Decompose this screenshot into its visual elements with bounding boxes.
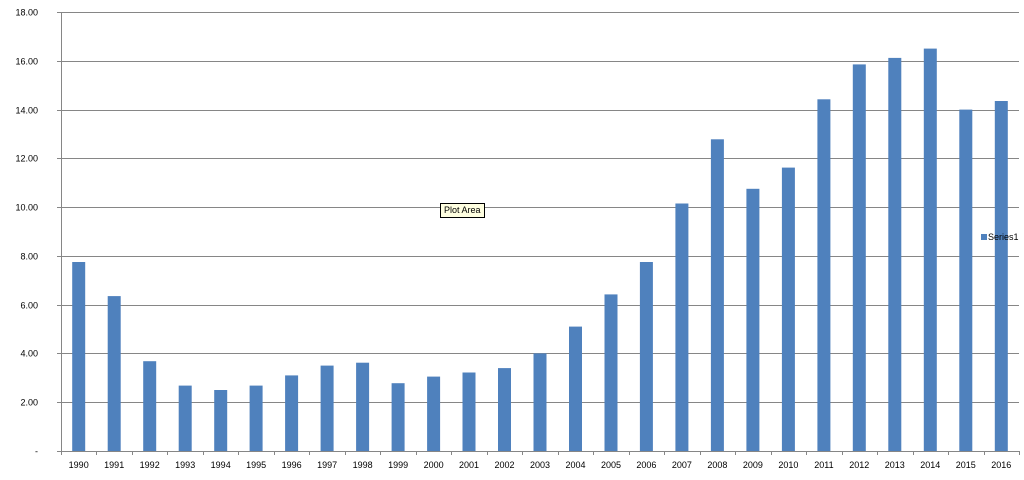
x-tick-label: 2000 bbox=[424, 460, 444, 470]
bar bbox=[143, 361, 157, 451]
bar bbox=[852, 64, 866, 452]
x-tick-label: 1990 bbox=[69, 460, 89, 470]
x-tick-label: 1998 bbox=[353, 460, 373, 470]
bar bbox=[959, 109, 973, 451]
x-tick-label: 2011 bbox=[814, 460, 833, 470]
bar bbox=[72, 262, 86, 451]
bar bbox=[994, 101, 1008, 451]
bar bbox=[746, 188, 760, 452]
bar bbox=[923, 48, 937, 451]
x-tick-label: 1992 bbox=[140, 460, 160, 470]
bar bbox=[427, 376, 441, 451]
bar bbox=[817, 99, 831, 452]
x-tick-label: 2015 bbox=[956, 460, 976, 470]
x-tick-label: 2001 bbox=[459, 460, 479, 470]
x-tick-label: 1991 bbox=[104, 460, 124, 470]
axes bbox=[57, 12, 1020, 455]
bar bbox=[498, 368, 511, 451]
x-tick-label: 2004 bbox=[565, 460, 585, 470]
x-tick-label: 2007 bbox=[672, 460, 692, 470]
x-tick-label: 2008 bbox=[707, 460, 727, 470]
x-tick-label: 1999 bbox=[388, 460, 408, 470]
x-tick-label: 1996 bbox=[282, 460, 302, 470]
bar bbox=[888, 57, 902, 452]
bar bbox=[710, 139, 724, 452]
x-tick-label: 2012 bbox=[849, 460, 869, 470]
bar bbox=[639, 262, 653, 451]
bar bbox=[462, 372, 476, 451]
y-tick-label: 12.00 bbox=[15, 154, 38, 164]
x-tick-label: 2014 bbox=[920, 460, 940, 470]
y-tick-label: 18.00 bbox=[15, 8, 38, 18]
y-tick-label: 6.00 bbox=[20, 301, 38, 311]
bars bbox=[72, 48, 1008, 452]
x-tick-label: 1993 bbox=[175, 460, 195, 470]
bar bbox=[533, 353, 547, 451]
x-tick-label: 2016 bbox=[991, 460, 1011, 470]
legend-label-series1: Series1 bbox=[988, 232, 1019, 242]
y-tick-label: - bbox=[35, 447, 38, 457]
bar bbox=[604, 294, 618, 451]
y-tick-label: 10.00 bbox=[15, 203, 38, 213]
legend: Series1 bbox=[981, 232, 1019, 242]
x-tick-label: 1995 bbox=[246, 460, 266, 470]
x-tick-label: 2010 bbox=[778, 460, 798, 470]
legend-swatch-series1 bbox=[981, 234, 987, 240]
bar bbox=[285, 375, 299, 451]
x-tick-label: 2003 bbox=[530, 460, 550, 470]
bar bbox=[178, 385, 192, 451]
y-tick-labels: - 2.00 4.00 6.00 8.00 10.00 12.00 14.00 16.00 18.… bbox=[15, 8, 38, 457]
x-tick-label: 2002 bbox=[494, 460, 514, 470]
bar bbox=[675, 203, 689, 451]
plot-area-tooltip: Plot Area bbox=[440, 203, 485, 218]
x-tick-label: 2013 bbox=[885, 460, 905, 470]
bar bbox=[569, 326, 582, 451]
x-tick-label: 2006 bbox=[636, 460, 656, 470]
bar bbox=[391, 383, 405, 451]
x-tick-labels: 1990 1991 1992 1993 1994 1995 1996 1997 1998 1999… bbox=[69, 460, 1012, 470]
bar bbox=[249, 385, 263, 451]
y-tick-label: 8.00 bbox=[20, 252, 38, 262]
bar bbox=[320, 365, 334, 451]
bar bbox=[107, 296, 121, 451]
x-tick-label: 2005 bbox=[601, 460, 621, 470]
x-tick-label: 1994 bbox=[211, 460, 231, 470]
y-tick-label: 4.00 bbox=[20, 349, 38, 359]
x-tick-label: 2009 bbox=[743, 460, 763, 470]
y-tick-label: 14.00 bbox=[15, 106, 38, 116]
bar bbox=[781, 167, 795, 451]
bar bbox=[356, 362, 370, 451]
y-tick-label: 16.00 bbox=[15, 57, 38, 67]
x-tick-label: 1997 bbox=[317, 460, 337, 470]
gridlines bbox=[61, 12, 1019, 403]
y-tick-label: 2.00 bbox=[20, 398, 38, 408]
bar bbox=[214, 390, 228, 451]
